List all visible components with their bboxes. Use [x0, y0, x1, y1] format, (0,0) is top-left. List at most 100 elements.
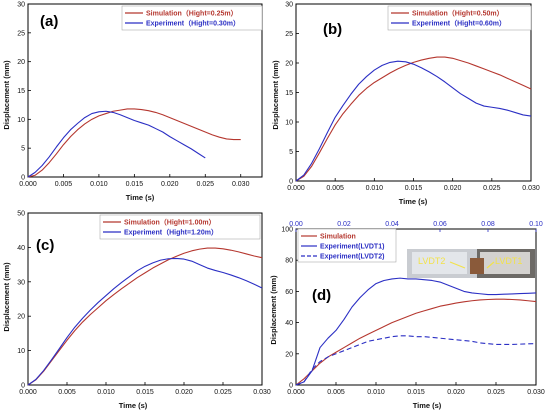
legend-label-d-0: Simulation — [320, 234, 356, 241]
y-tick-label-c: 40 — [17, 245, 25, 252]
panel-d: (d) Time (s) Displacement (mm) LVDT2 LVD… — [269, 221, 545, 410]
series-line-c-1 — [27, 257, 263, 386]
x2-tick-label-d: 0.00 — [289, 221, 303, 228]
x-tick-label-d: 0.010 — [367, 389, 385, 396]
x-tick-label-a: 0.030 — [232, 181, 250, 188]
y-tick-label-a: 15 — [17, 88, 25, 95]
y-tick-label-d: 40 — [285, 320, 293, 327]
panel-c: (c) Time (s) Displacement (mm) 0.000 0.00… — [2, 211, 271, 411]
y-tick-label-a: 25 — [17, 30, 25, 37]
x-tick-label-c: 0.015 — [136, 389, 154, 396]
x-tick-label-a: 0.020 — [161, 181, 179, 188]
y-tick-label-a: 20 — [17, 59, 25, 66]
panel-label-c: (c) — [36, 237, 54, 254]
x-axis-label-b: Time (s) — [399, 197, 428, 206]
x-tick-label-a: 0.025 — [197, 181, 215, 188]
inset-label-lvdt1: LVDT1 — [495, 256, 522, 266]
y-tick-label-c: 0 — [21, 383, 25, 390]
x2-tick-label-d: 0.08 — [481, 221, 495, 228]
y-tick-label-c: 10 — [17, 348, 25, 355]
y-tick-label-b: 25 — [285, 31, 293, 38]
legend-box-b — [387, 5, 532, 31]
x-tick-label-b: 0.025 — [483, 185, 501, 192]
legend-label-d-2: Experiment(LVDT2) — [320, 254, 384, 261]
y-tick-label-c: 20 — [17, 314, 25, 321]
x2-tick-label-d: 0.06 — [433, 221, 447, 228]
x-axis-label-d: Time (s) — [413, 401, 442, 410]
panel-label-a: (a) — [40, 13, 58, 30]
x2-tick-label-d: 0.10 — [529, 221, 543, 228]
series-line-b-0 — [295, 56, 532, 182]
legend-label-c-1: Experiment（Hight=1.20m） — [124, 229, 218, 237]
x-tick-label-a: 0.005 — [55, 181, 73, 188]
x-tick-label-d: 0.015 — [407, 389, 425, 396]
x-tick-label-b: 0.010 — [366, 185, 384, 192]
x-tick-label-d: 0.025 — [487, 389, 505, 396]
legend-label-c-0: Simulation（Hight=1.00m） — [124, 219, 216, 227]
y-axis-label-d: Displacement (mm) — [269, 275, 278, 345]
legend-label-d-1: Experiment(LVDT1) — [320, 244, 384, 251]
inset-label-lvdt2: LVDT2 — [418, 256, 445, 266]
legend-box-a — [121, 5, 263, 31]
x-axis-label-a: Time (s) — [126, 193, 155, 202]
panel-b: (b) Time (s) Displacement (mm) 0.000 0.00… — [271, 2, 540, 207]
y-tick-label-b: 10 — [285, 120, 293, 127]
series-line-a-1 — [27, 110, 206, 178]
x-tick-label-c: 0.000 — [19, 389, 37, 396]
y-tick-label-b: 20 — [285, 61, 293, 68]
y-tick-label-c: 30 — [17, 279, 25, 286]
panel-label-d: (d) — [312, 287, 331, 304]
legend-label-a-0: Simulation（Hight=0.25m） — [146, 10, 238, 18]
y-tick-label-a: 10 — [17, 117, 25, 124]
y-axis-label-b: Displacement (mm) — [271, 60, 280, 130]
x-tick-label-c: 0.025 — [214, 389, 232, 396]
y-axis-label-c: Displacement (mm) — [2, 262, 11, 332]
series-line-b-1 — [295, 60, 532, 182]
x-tick-label-d: 0.020 — [447, 389, 465, 396]
y-tick-label-a: 5 — [21, 146, 25, 153]
y-tick-label-c: 50 — [17, 211, 25, 218]
legend-label-b-1: Experiment（Hight=0.60m） — [412, 20, 506, 28]
x-tick-label-a: 0.010 — [90, 181, 108, 188]
y-tick-label-a: 30 — [17, 2, 25, 9]
x-tick-label-d: 0.000 — [287, 389, 305, 396]
y-tick-label-b: 15 — [285, 90, 293, 97]
x-tick-label-a: 0.000 — [19, 181, 37, 188]
y-tick-label-b: 30 — [285, 2, 293, 9]
x-tick-label-c: 0.005 — [58, 389, 76, 396]
legend-label-a-1: Experiment（Hight=0.30m） — [146, 20, 240, 28]
y-tick-label-a: 0 — [21, 175, 25, 182]
x-tick-label-b: 0.030 — [522, 185, 540, 192]
legend-label-b-0: Simulation（Hight=0.50m） — [412, 10, 504, 18]
y-tick-label-d: 20 — [285, 351, 293, 358]
y-tick-label-b: 0 — [289, 179, 293, 186]
x-tick-label-d: 0.005 — [327, 389, 345, 396]
x-tick-label-b: 0.000 — [287, 185, 305, 192]
x2-tick-label-d: 0.02 — [337, 221, 351, 228]
y-tick-label-d: 60 — [285, 289, 293, 296]
x-tick-label-b: 0.020 — [444, 185, 462, 192]
x-tick-label-b: 0.015 — [405, 185, 423, 192]
x-axis-label-c: Time (s) — [119, 401, 148, 410]
y-tick-label-d: 0 — [289, 383, 293, 390]
panel-label-b: (b) — [323, 21, 342, 38]
x-tick-label-a: 0.015 — [126, 181, 144, 188]
series-line-c-0 — [27, 247, 263, 386]
y-tick-label-d: 80 — [285, 258, 293, 265]
x2-tick-label-d: 0.04 — [385, 221, 399, 228]
y-tick-label-b: 5 — [289, 149, 293, 156]
series-line-d-1 — [295, 277, 537, 386]
x-tick-label-c: 0.030 — [253, 389, 271, 396]
y-tick-label-d: 100 — [281, 227, 293, 234]
series-line-d-2 — [295, 335, 537, 386]
series-line-d-0 — [295, 298, 537, 386]
specimen-photo: LVDT2 LVDT1 — [407, 249, 535, 278]
series-line-a-0 — [27, 108, 241, 178]
legend-box-c — [99, 214, 261, 240]
y-axis-label-a: Displacement (mm) — [2, 60, 11, 130]
panel-a: (a) Time (s) Displacement (mm) 0.000 0.00… — [2, 2, 263, 202]
x-tick-label-c: 0.020 — [175, 389, 193, 396]
x-tick-label-d: 0.030 — [527, 389, 545, 396]
x-tick-label-c: 0.010 — [97, 389, 115, 396]
